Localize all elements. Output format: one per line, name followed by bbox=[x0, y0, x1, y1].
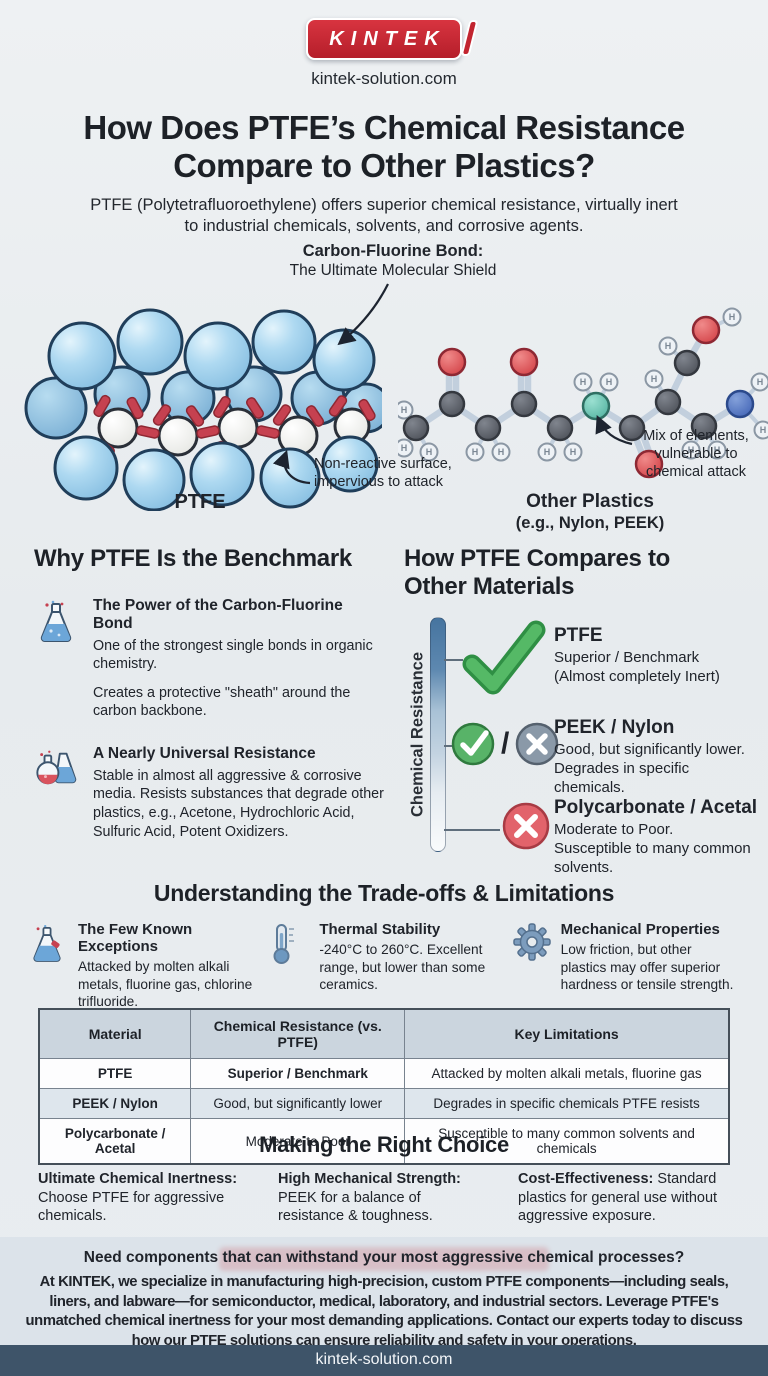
comparison-heading: How PTFE Compares to Other Materials bbox=[404, 545, 671, 600]
table-cell: Moderate to Poor bbox=[190, 1118, 406, 1165]
other-plastics-label: Other Plastics (e.g., Nylon, PEEK) bbox=[515, 491, 665, 533]
svg-text:H: H bbox=[714, 445, 721, 455]
footer-body: At KINTEK, we specialize in manufacturin… bbox=[25, 1274, 743, 1350]
benchmark-item-title: The Power of the Carbon-Fluorine Bond bbox=[93, 596, 343, 632]
flask-icon bbox=[34, 597, 78, 721]
table-cell: PEEK / Nylon bbox=[38, 1088, 192, 1119]
choice-heading: Making the Right Choice bbox=[259, 1132, 509, 1157]
table-cell: Good, but significantly lower bbox=[190, 1088, 406, 1119]
benchmark-item-cf-bond: The Power of the Carbon-Fluorine Bond On… bbox=[34, 597, 386, 721]
table-header-row: Material Chemical Resistance (vs. PTFE) … bbox=[38, 1008, 730, 1059]
flask-icon bbox=[30, 921, 68, 1011]
tradeoffs-section: Understanding the Trade-offs & Limitatio… bbox=[0, 880, 768, 1011]
kintek-logo: KINTEK bbox=[306, 18, 462, 60]
ptfe-annotation: Non-reactive surface, impervious to atta… bbox=[314, 456, 452, 490]
tradeoff-item-body: The Few Known Exceptions Attacked by mol… bbox=[78, 921, 253, 1010]
table-header: Chemical Resistance (vs. PTFE) bbox=[190, 1008, 406, 1059]
comparison-item-polycarbonate-acetal: Polycarbonate / Acetal Moderate to Poor.… bbox=[554, 797, 758, 876]
page-subtitle: PTFE (Polytetrafluoroethylene) offers su… bbox=[90, 195, 678, 235]
page-title: How Does PTFE’s Chemical Resistance Comp… bbox=[83, 109, 685, 185]
check-x-icon: / bbox=[450, 721, 560, 767]
benchmark-item-title: A Nearly Universal Resistance bbox=[93, 744, 316, 762]
svg-text:H: H bbox=[757, 377, 764, 387]
svg-text:H: H bbox=[688, 445, 695, 455]
choice-item: Cost-Effectiveness: Standard plastics fo… bbox=[518, 1171, 718, 1225]
molecule-comparison-section: Carbon-Fluorine Bond: The Ultimate Molec… bbox=[0, 238, 768, 538]
comparison-table: Material Chemical Resistance (vs. PTFE) … bbox=[38, 1008, 730, 1165]
chemical-resistance-axis-label: Chemical Resistance bbox=[408, 651, 427, 818]
choice-row: Ultimate Chemical Inertness: Choose PTFE… bbox=[0, 1170, 768, 1226]
x-icon bbox=[501, 801, 551, 856]
comparison-section: How PTFE Compares to Other Materials Che… bbox=[404, 545, 757, 876]
kintek-watermark bbox=[219, 1247, 549, 1271]
tradeoff-item-exceptions: The Few Known Exceptions Attacked by mol… bbox=[30, 921, 255, 1011]
benchmark-item-body: A Nearly Universal Resistance Stable in … bbox=[93, 745, 386, 841]
tradeoffs-row: The Few Known Exceptions Attacked by mol… bbox=[0, 921, 768, 1011]
tradeoff-item-thermal: Thermal Stability -240°C to 260°C. Excel… bbox=[271, 921, 496, 1011]
table-cell: PTFE bbox=[38, 1058, 192, 1089]
svg-text:H: H bbox=[570, 447, 577, 457]
svg-text:H: H bbox=[665, 341, 672, 351]
table-cell: Attacked by molten alkali metals, fluori… bbox=[404, 1058, 730, 1089]
benchmark-item-text: Creates a protective "sheath" around the… bbox=[93, 684, 351, 720]
benchmark-heading: Why PTFE Is the Benchmark bbox=[34, 545, 352, 572]
benchmark-item-body: The Power of the Carbon-Fluorine Bond On… bbox=[93, 597, 386, 721]
svg-text:H: H bbox=[606, 377, 613, 387]
svg-text:H: H bbox=[760, 425, 767, 435]
other-plastics-molecule-illustration: H H H H H H H H H H H H H H H H bbox=[398, 307, 768, 479]
footer-headline: Need components that can withstand your … bbox=[83, 1249, 685, 1266]
thermometer-icon bbox=[271, 921, 309, 1011]
connector-line bbox=[444, 745, 456, 747]
comparison-item-ptfe: PTFE Superior / Benchmark (Almost comple… bbox=[554, 625, 720, 685]
svg-text:H: H bbox=[729, 312, 736, 322]
table-cell: Polycarbonate / Acetal bbox=[38, 1118, 192, 1165]
tradeoff-item-mechanical: Mechanical Properties Low friction, but … bbox=[512, 921, 738, 1011]
table-row: Polycarbonate / Acetal Moderate to Poor … bbox=[38, 1118, 730, 1165]
benchmark-item-text: Stable in almost all aggressive & corros… bbox=[93, 767, 384, 840]
tradeoff-item-body: Mechanical Properties Low friction, but … bbox=[560, 921, 734, 993]
tradeoff-item-body: Thermal Stability -240°C to 260°C. Excel… bbox=[319, 921, 486, 993]
slash-separator: / bbox=[501, 727, 510, 760]
ptfe-label: PTFE bbox=[174, 491, 226, 513]
svg-text:H: H bbox=[651, 374, 658, 384]
ptfe-molecule-illustration bbox=[24, 308, 382, 511]
svg-text:H: H bbox=[401, 443, 408, 453]
benchmark-section: Why PTFE Is the Benchmark The Power of t… bbox=[34, 545, 386, 875]
table-header: Material bbox=[38, 1008, 192, 1059]
benchmark-item-universal: A Nearly Universal Resistance Stable in … bbox=[34, 745, 386, 841]
table-cell: Superior / Benchmark bbox=[190, 1058, 406, 1089]
benchmark-item-text: One of the strongest single bonds in org… bbox=[93, 637, 373, 673]
kintek-logo-text: KINTEK bbox=[329, 27, 446, 50]
svg-text:H: H bbox=[580, 377, 587, 387]
footer-cta-panel: Need components that can withstand your … bbox=[0, 1237, 768, 1349]
check-icon bbox=[460, 619, 546, 702]
choice-section: Making the Right Choice Ultimate Chemica… bbox=[0, 1132, 768, 1226]
benchmark-comparison-columns: Why PTFE Is the Benchmark The Power of t… bbox=[0, 545, 768, 876]
svg-text:H: H bbox=[426, 447, 433, 457]
table-header: Key Limitations bbox=[404, 1008, 730, 1059]
footer-website-url: kintek-solution.com bbox=[315, 1351, 453, 1368]
flasks-icon bbox=[34, 745, 78, 841]
svg-text:H: H bbox=[472, 447, 479, 457]
choice-item: Ultimate Chemical Inertness: Choose PTFE… bbox=[38, 1171, 238, 1225]
svg-text:H: H bbox=[544, 447, 551, 457]
footer-website-bar: kintek-solution.com bbox=[0, 1345, 768, 1376]
cf-bond-callout: Carbon-Fluorine Bond: The Ultimate Molec… bbox=[289, 242, 497, 279]
svg-text:H: H bbox=[401, 405, 408, 415]
gear-icon bbox=[512, 921, 551, 1011]
website-url: kintek-solution.com bbox=[311, 69, 457, 88]
other-plastics-annotation: Mix of elements, vulnerable to chemical … bbox=[643, 428, 749, 480]
svg-text:H: H bbox=[498, 447, 505, 457]
table-cell: Susceptible to many common solvents and … bbox=[404, 1118, 730, 1165]
choice-item: High Mechanical Strength: PEEK for a bal… bbox=[278, 1171, 461, 1225]
chemical-resistance-bar bbox=[430, 617, 446, 852]
comparison-item-peek-nylon: PEEK / Nylon Good, but significantly low… bbox=[554, 717, 745, 796]
table-cell: Degrades in specific chemicals PTFE resi… bbox=[404, 1088, 730, 1119]
table-row: PEEK / Nylon Good, but significantly low… bbox=[38, 1088, 730, 1119]
connector-line bbox=[444, 659, 463, 661]
table-row: PTFE Superior / Benchmark Attacked by mo… bbox=[38, 1058, 730, 1089]
tradeoffs-heading: Understanding the Trade-offs & Limitatio… bbox=[153, 880, 615, 906]
connector-line bbox=[444, 829, 500, 831]
